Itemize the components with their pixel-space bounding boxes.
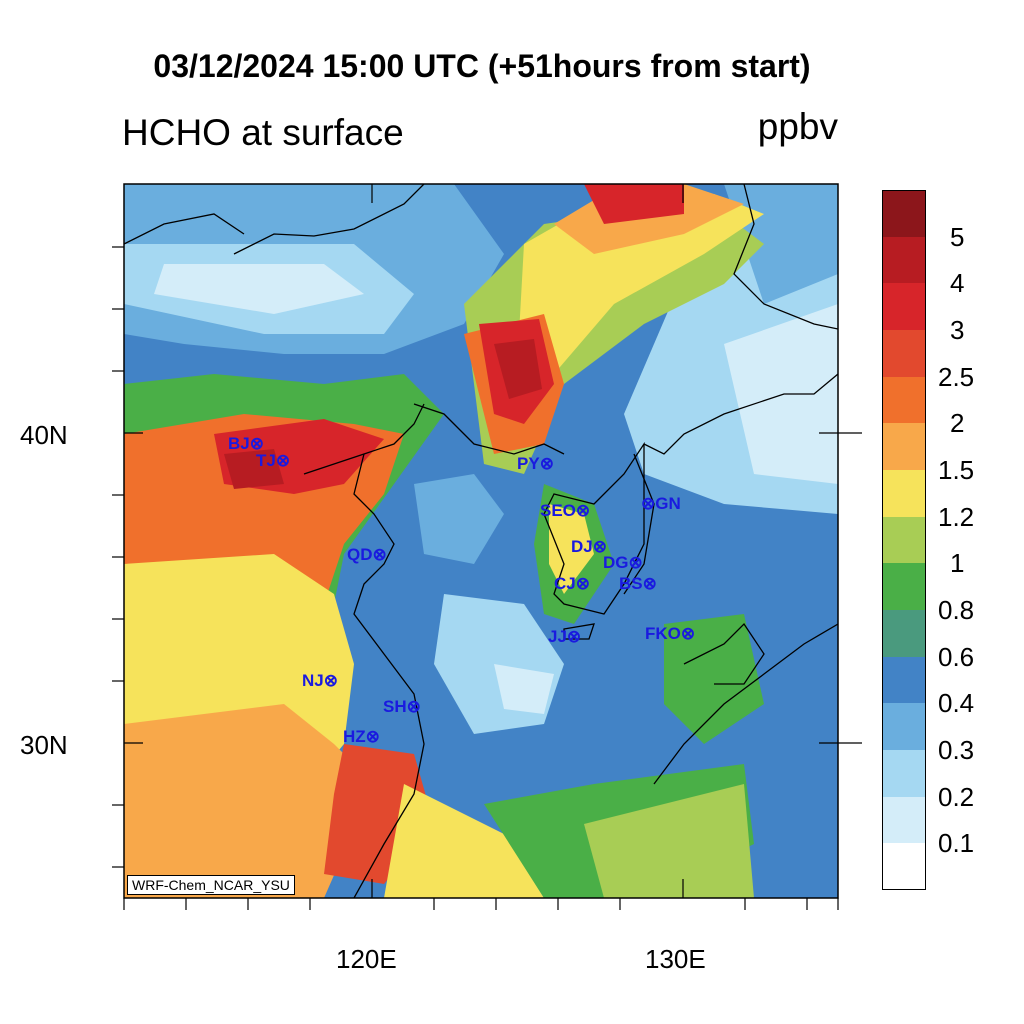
colorbar-swatch [882,283,926,331]
station-nj: NJ⊗ [302,671,338,690]
lon-label-130e: 130E [645,944,706,974]
colorbar-tick-label: 0.8 [938,595,975,625]
station-sh: SH⊗ [383,697,421,716]
colorbar-tick-label: 1 [950,548,965,579]
station-qd: QD⊗ [347,545,387,564]
station-gn: ⊗GN [641,494,681,513]
station-dg: DG⊗ [603,553,643,572]
colorbar-swatch [882,656,926,704]
colorbar-swatch [882,516,926,564]
lat-label-30n: 30N [20,730,68,760]
lat-label-40n: 40N [20,420,68,450]
colorbar-swatch [882,796,926,844]
map-panel [124,184,838,898]
station-seo: SEO⊗ [540,501,591,520]
colorbar-tick-label: 0.1 [938,828,975,859]
colorbar-tick-label: 1.2 [938,501,975,532]
colorbar-swatch [882,703,926,751]
colorbar-swatch [882,610,926,658]
colorbar-tick-label: 2.5 [938,361,975,392]
model-credit: WRF-Chem_NCAR_YSU [127,875,295,895]
station-jj: JJ⊗ [548,627,582,646]
colorbar-tick-label: 4 [950,268,965,299]
colorbar-swatch [882,750,926,798]
map-title: 03/12/2024 15:00 UTC (+51hours from star… [153,48,811,84]
station-tj: TJ⊗ [256,451,291,470]
colorbar-tick-label: 3 [950,315,965,345]
units-label: ppbv [757,106,838,147]
colorbar-tick-label: 1.5 [938,455,975,485]
colorbar-tick-label: 0.6 [938,641,975,672]
colorbar-swatch [882,190,926,238]
station-py: PY⊗ [517,454,554,473]
station-dj: DJ⊗ [571,537,607,556]
concentration-field [124,184,838,898]
colorbar-tick-label: 2 [950,408,965,439]
colorbar-swatch [882,843,926,891]
variable-label: HCHO at surface [122,112,404,153]
colorbar-swatch [882,423,926,471]
colorbar-swatch [882,376,926,424]
colorbar [882,190,926,891]
station-cj: CJ⊗ [554,574,590,593]
colorbar-tick-label: 0.4 [938,688,975,719]
colorbar-tick-label: 5 [950,221,965,252]
station-hz: HZ⊗ [343,727,380,746]
station-bs: BS⊗ [619,574,657,593]
station-bj: BJ⊗ [228,434,264,453]
colorbar-swatch [882,330,926,378]
colorbar-tick-label: 0.3 [938,735,975,765]
colorbar-swatch [882,236,926,284]
colorbar-swatch [882,563,926,611]
station-fko: FKO⊗ [645,624,696,643]
colorbar-tick-label: 0.2 [938,781,975,812]
lon-label-120e: 120E [336,944,397,974]
colorbar-swatch [882,470,926,518]
